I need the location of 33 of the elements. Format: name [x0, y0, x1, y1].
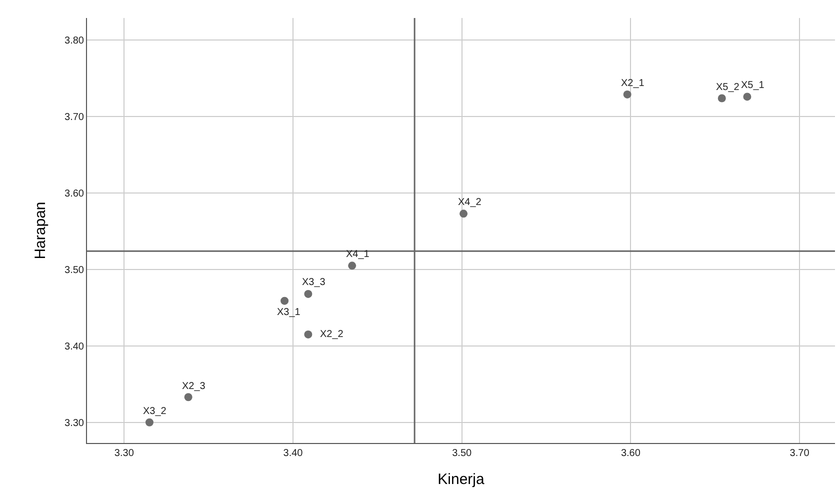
x-tick-label: 3.40 — [283, 448, 304, 459]
annotation: X3_1 — [277, 307, 301, 318]
x-tick-label: 3.50 — [452, 448, 472, 459]
annotation: X2_3 — [182, 381, 206, 392]
annotation: X4_2 — [458, 197, 482, 208]
annotation: X4_1 — [346, 249, 370, 260]
annotation: X3_2 — [143, 406, 167, 417]
point — [304, 330, 312, 338]
x-tick-label: 3.70 — [790, 448, 810, 459]
x-tick-label: 3.30 — [114, 448, 134, 459]
annotation: X2_1 — [621, 78, 645, 89]
point — [623, 90, 632, 98]
y-tick-label: 3.40 — [64, 341, 84, 352]
y-tick-label: 3.50 — [64, 264, 84, 276]
point — [348, 262, 356, 270]
point — [280, 296, 289, 305]
y-tick-label: 3.30 — [64, 418, 84, 429]
annotation: X5_1 — [741, 80, 765, 91]
point — [304, 290, 312, 298]
point — [184, 393, 192, 402]
point — [145, 418, 154, 426]
point — [718, 94, 726, 102]
y-tick-label: 3.70 — [64, 112, 84, 124]
annotation: X2_2 — [320, 329, 344, 340]
point — [460, 210, 468, 218]
point — [743, 92, 752, 101]
y-axis-title: Harapan — [32, 202, 49, 260]
x-tick-label: 3.60 — [620, 448, 641, 459]
annotation: X5_2 — [716, 82, 740, 93]
y-tick-label: 3.60 — [64, 188, 84, 200]
y-tick-label: 3.80 — [64, 36, 84, 47]
x-axis-title: Kinerja — [438, 471, 485, 488]
annotation: X3_3 — [302, 277, 326, 288]
